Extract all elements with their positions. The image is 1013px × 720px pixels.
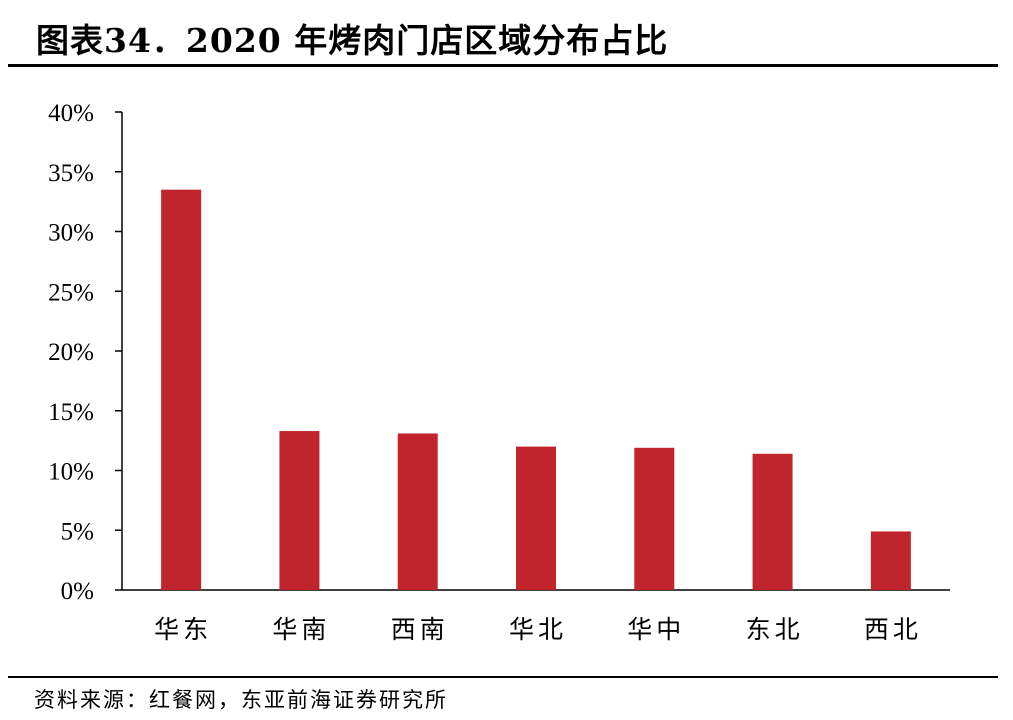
bar-2 [279, 431, 320, 590]
category-label: 西南 [391, 615, 449, 644]
category-label: 华北 [509, 615, 567, 644]
chart-title: 图表34．2020 年烤肉门店区域分布占比 [36, 21, 669, 60]
category-label: 华中 [627, 615, 685, 644]
y-tick-label: 20% [48, 339, 94, 366]
category-label: 西北 [864, 615, 922, 644]
category-label: 华东 [154, 615, 212, 644]
bar-7 [870, 531, 911, 590]
y-tick-label: 30% [48, 220, 94, 247]
y-tick-label: 25% [48, 279, 94, 306]
source-rule [8, 676, 998, 678]
y-tick-label: 35% [48, 160, 94, 187]
bar-1 [161, 189, 202, 591]
y-tick-label: 5% [61, 518, 94, 545]
y-tick-label: 40% [48, 100, 94, 127]
bar-5 [634, 447, 675, 590]
category-label: 东北 [746, 615, 804, 644]
title-rule [8, 64, 998, 67]
y-tick-label: 15% [48, 399, 94, 426]
y-tick-label: 0% [61, 578, 94, 605]
category-label: 华南 [272, 615, 330, 644]
source-note: 资料来源：红餐网，东亚前海证券研究所 [34, 688, 448, 712]
bar-6 [752, 453, 793, 590]
bar-4 [516, 446, 556, 590]
y-tick-label: 10% [48, 459, 94, 486]
bar-3 [397, 433, 438, 590]
